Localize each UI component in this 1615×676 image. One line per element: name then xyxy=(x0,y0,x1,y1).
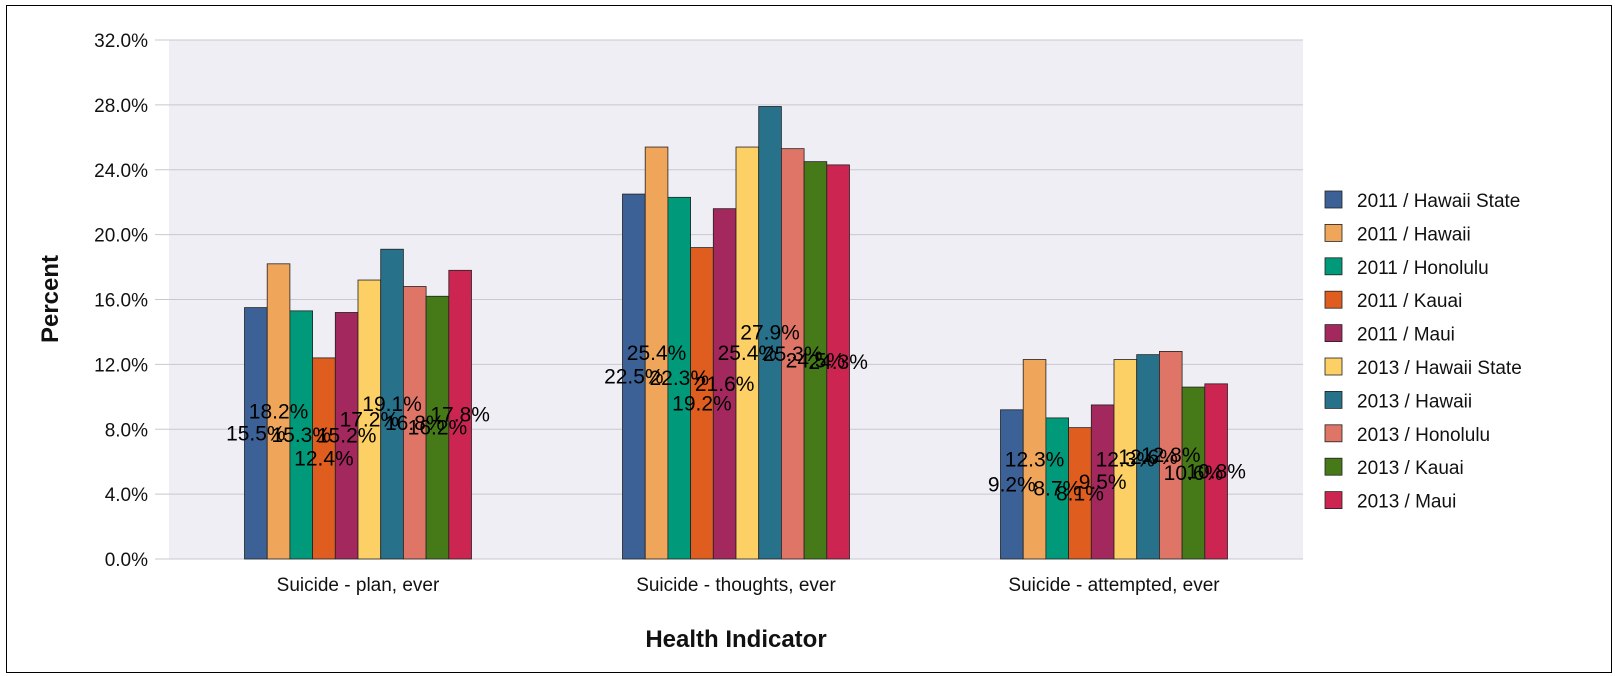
x-category-label: Suicide - attempted, ever xyxy=(1008,575,1220,596)
legend-label: 2011 / Hawaii xyxy=(1357,224,1471,245)
legend: 2011 / Hawaii State 2011 / Hawaii 2011 / H… xyxy=(1324,190,1522,513)
data-label: 27.9% xyxy=(740,322,800,345)
legend-label: 2011 / Kauai xyxy=(1357,291,1462,312)
legend-label: 2013 / Honolulu xyxy=(1357,425,1490,446)
chart-frame xyxy=(6,5,1612,673)
data-label: 24.3% xyxy=(808,351,868,374)
legend-swatch xyxy=(1324,324,1343,343)
data-label: 25.3% xyxy=(763,343,823,366)
y-axis-title: Percent xyxy=(37,255,64,343)
data-label: 16.2% xyxy=(408,417,468,440)
data-label: 9.5% xyxy=(1079,471,1127,494)
y-tick-label: 16.0% xyxy=(94,291,148,312)
data-label: 16.8% xyxy=(385,412,445,435)
x-axis-categories: Suicide - plan, ever Suicide - thoughts, … xyxy=(277,575,1221,596)
y-tick-label: 0.0% xyxy=(105,550,148,571)
y-tick-label: 24.0% xyxy=(94,161,148,182)
legend-label: 2011 / Maui xyxy=(1357,325,1455,346)
legend-swatch xyxy=(1324,290,1343,309)
data-label: 12.8% xyxy=(1141,444,1201,467)
bar xyxy=(826,164,850,560)
legend-swatch xyxy=(1324,257,1343,276)
bars xyxy=(244,106,1228,560)
legend-swatch xyxy=(1324,457,1343,476)
data-label: 9.2% xyxy=(988,473,1036,496)
legend-label: 2011 / Honolulu xyxy=(1357,258,1489,279)
y-axis-ticks: 0.0% 4.0% 8.0% 12.0% 16.0% 20.0% 24.0% 28.0% 32.… xyxy=(94,31,148,571)
data-label: 22.5% xyxy=(604,366,664,389)
data-label: 24.5% xyxy=(786,349,846,372)
data-label: 22.3% xyxy=(649,367,709,390)
data-label: 12.4% xyxy=(294,447,354,470)
y-tick-label: 28.0% xyxy=(94,96,148,117)
data-label: 8.7% xyxy=(1033,477,1081,500)
data-label: 18.2% xyxy=(249,400,309,423)
data-label: 25.4% xyxy=(627,342,687,365)
data-label: 12.3% xyxy=(1005,448,1065,471)
x-category-label: Suicide - thoughts, ever xyxy=(636,575,836,596)
legend-label: 2013 / Hawaii State xyxy=(1357,358,1522,379)
y-tick-label: 4.0% xyxy=(105,485,148,506)
data-label: 10.6% xyxy=(1164,462,1224,485)
legend-swatch xyxy=(1324,491,1343,510)
data-label: 19.1% xyxy=(362,393,422,416)
legend-swatch xyxy=(1324,390,1343,409)
data-label: 19.2% xyxy=(672,392,732,415)
data-label: 17.8% xyxy=(430,404,490,427)
y-tick-label: 12.0% xyxy=(94,355,148,376)
data-label: 15.2% xyxy=(317,425,377,448)
data-label: 25.4% xyxy=(718,342,778,365)
y-tick-label: 20.0% xyxy=(94,226,148,247)
data-label: 12.6% xyxy=(1118,446,1178,469)
bar xyxy=(1204,383,1228,560)
bar xyxy=(448,269,472,560)
legend-swatch xyxy=(1324,223,1343,242)
data-labels: 15.5%18.2%15.3%12.4%15.2%17.2%19.1%16.8%… xyxy=(226,322,1246,506)
data-label: 17.2% xyxy=(340,409,400,432)
legend-label: 2013 / Maui xyxy=(1357,492,1456,513)
legend-swatch xyxy=(1324,424,1343,443)
y-tick-label: 32.0% xyxy=(94,31,148,52)
data-label: 21.6% xyxy=(695,373,755,396)
data-label: 8.1% xyxy=(1056,482,1104,505)
legend-swatch xyxy=(1324,190,1343,209)
legend-swatch xyxy=(1324,357,1343,376)
legend-label: 2013 / Kauai xyxy=(1357,458,1464,479)
legend-label: 2013 / Hawaii xyxy=(1357,391,1472,412)
x-axis-title: Health Indicator xyxy=(645,626,826,653)
data-label: 15.5% xyxy=(226,422,286,445)
y-tick-label: 8.0% xyxy=(105,420,148,441)
data-label: 15.3% xyxy=(271,424,331,447)
x-category-label: Suicide - plan, ever xyxy=(277,575,440,596)
data-label: 12.3% xyxy=(1096,448,1156,471)
legend-label: 2011 / Hawaii State xyxy=(1357,191,1520,212)
data-label: 10.8% xyxy=(1186,460,1246,483)
